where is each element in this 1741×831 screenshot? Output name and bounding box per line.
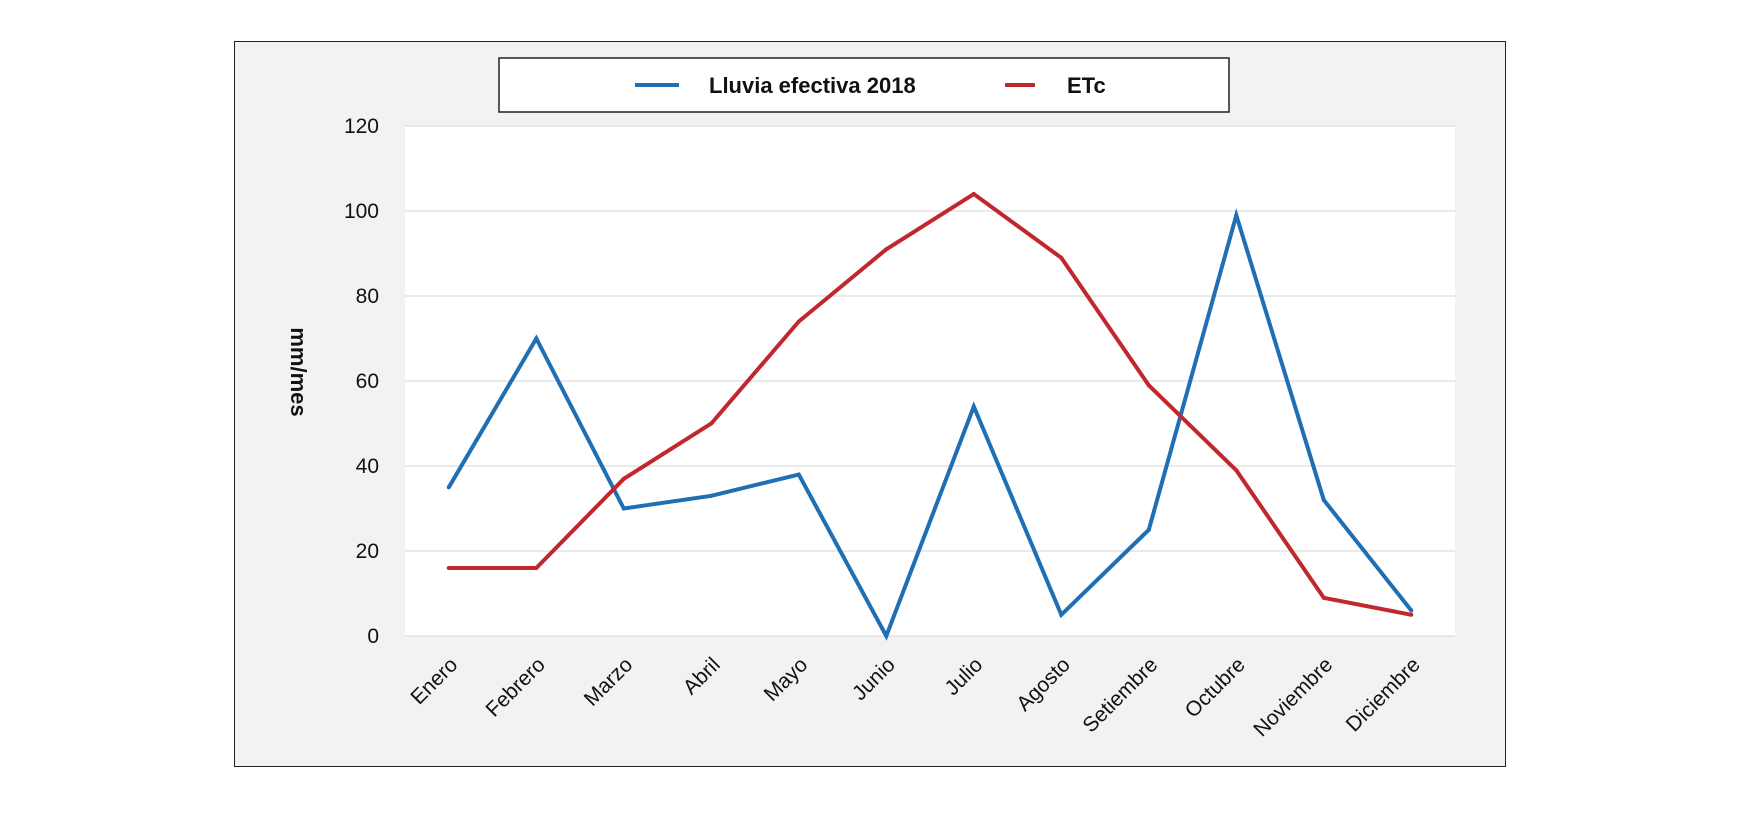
x-tick-label: Noviembre	[1249, 653, 1337, 741]
data-point	[1059, 612, 1064, 617]
data-point	[884, 247, 889, 252]
data-point	[971, 192, 976, 196]
line-chart: 0 20 40 60 80 100 120 Enero Febrero Marzo Abril Ma…	[286, 57, 1455, 741]
data-point	[534, 336, 539, 341]
legend: Lluvia efectiva 2018 ETc	[498, 57, 1230, 113]
x-tick-label: Agosto	[1012, 653, 1075, 716]
series-line-lluvia	[447, 208, 1413, 641]
data-point	[1321, 498, 1326, 502]
data-point	[1321, 595, 1326, 600]
x-axis-ticks: Enero Febrero Marzo Abril Mayo Junio Julio Agos…	[406, 653, 1424, 741]
x-tick-label: Junio	[848, 653, 900, 705]
y-tick-label: 40	[356, 455, 379, 478]
x-tick-label: Diciembre	[1342, 653, 1425, 736]
y-tick-label: 0	[367, 625, 379, 648]
data-point	[796, 472, 801, 477]
legend-label-lluvia: Lluvia efectiva 2018	[709, 73, 916, 98]
chart-frame: 0 20 40 60 80 100 120 Enero Febrero Marzo Abril Ma…	[234, 41, 1506, 767]
x-tick-label: Marzo	[580, 653, 638, 711]
data-point	[621, 506, 626, 511]
x-tick-label: Setiembre	[1078, 653, 1162, 737]
data-point	[1409, 608, 1414, 613]
x-tick-label: Mayo	[760, 653, 813, 706]
y-tick-label: 20	[356, 540, 379, 563]
gridlines	[405, 125, 1455, 637]
x-tick-label: Febrero	[482, 653, 550, 721]
y-tick-label: 60	[356, 370, 379, 393]
y-tick-label: 80	[356, 285, 379, 308]
x-tick-label: Julio	[940, 653, 987, 700]
series-lines	[446, 191, 1414, 641]
legend-box	[498, 57, 1230, 113]
data-point	[1234, 213, 1239, 218]
data-point	[621, 476, 626, 481]
data-point	[1059, 255, 1064, 260]
data-point	[796, 319, 801, 324]
data-point	[446, 566, 451, 570]
x-tick-label: Octubre	[1181, 653, 1250, 722]
y-axis-title: mm/mes	[286, 327, 311, 416]
series-line-etc	[448, 191, 1412, 617]
x-tick-label: Abril	[679, 653, 725, 699]
data-point	[534, 566, 539, 570]
data-point	[1146, 527, 1151, 532]
data-point	[884, 634, 889, 638]
legend-label-etc: ETc	[1067, 73, 1106, 98]
y-tick-label: 100	[344, 200, 379, 223]
x-tick-label: Enero	[406, 653, 462, 709]
y-tick-label: 120	[344, 115, 379, 138]
y-axis-ticks: 0 20 40 60 80 100 120	[344, 115, 379, 648]
data-point	[1146, 383, 1151, 388]
data-point	[1409, 612, 1414, 617]
data-point	[709, 493, 714, 498]
data-point	[709, 421, 714, 426]
data-point	[1234, 468, 1239, 473]
data-point	[446, 485, 451, 490]
data-point	[971, 404, 976, 409]
